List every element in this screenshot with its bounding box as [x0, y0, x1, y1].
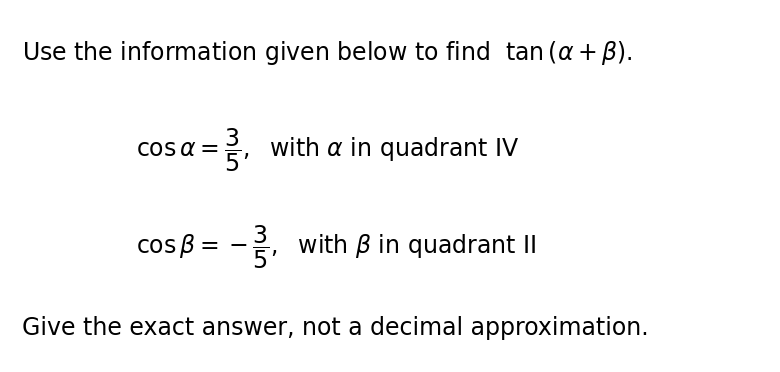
Text: Give the exact answer, not a decimal approximation.: Give the exact answer, not a decimal app…	[22, 316, 648, 340]
Text: Use the information given below to find  $\tan\left(\alpha+\beta\right)$.: Use the information given below to find …	[22, 39, 633, 67]
Text: $\cos\alpha = \dfrac{3}{5},$  with $\alpha$ in quadrant IV: $\cos\alpha = \dfrac{3}{5},$ with $\alph…	[136, 127, 519, 174]
Text: $\cos\beta = -\dfrac{3}{5},$  with $\beta$ in quadrant II: $\cos\beta = -\dfrac{3}{5},$ with $\beta…	[136, 224, 537, 271]
